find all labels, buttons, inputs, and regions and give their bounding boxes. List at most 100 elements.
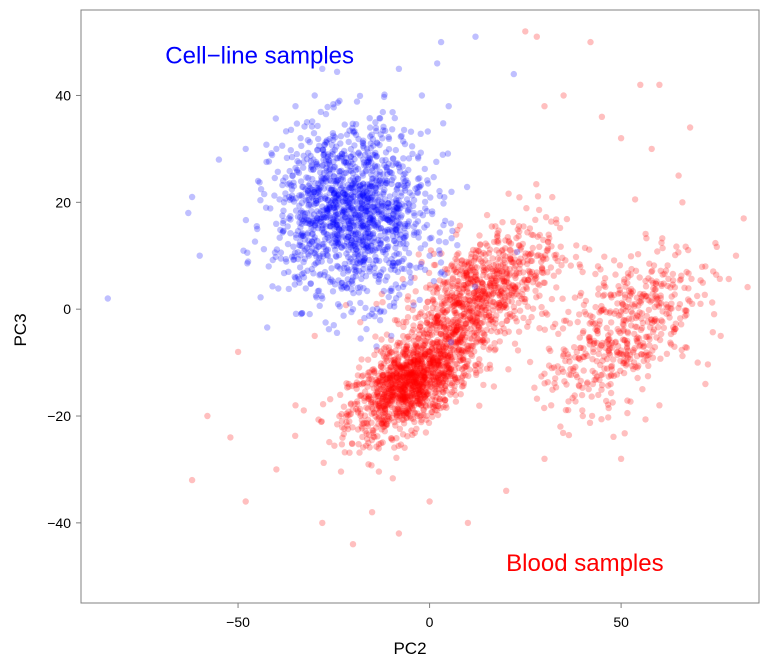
scatter-point: [672, 251, 679, 259]
scatter-point: [447, 351, 454, 358]
scatter-point: [396, 392, 404, 399]
scatter-point: [576, 344, 584, 351]
scatter-point: [351, 177, 358, 185]
scatter-point: [410, 362, 418, 369]
scatter-point: [481, 257, 489, 264]
scatter-point: [386, 193, 394, 200]
scatter-point: [404, 373, 411, 380]
scatter-point: [465, 347, 472, 355]
scatter-point: [542, 214, 550, 221]
scatter-point: [400, 349, 407, 357]
scatter-point: [631, 345, 638, 352]
scatter-point: [405, 371, 413, 379]
scatter-point: [412, 376, 419, 383]
scatter-point: [547, 264, 555, 271]
scatter-point: [320, 253, 327, 260]
scatter-point: [474, 295, 482, 303]
scatter-point: [487, 298, 494, 305]
scatter-point: [395, 202, 403, 209]
scatter-point: [581, 308, 588, 315]
scatter-point: [432, 402, 439, 410]
scatter-point: [597, 342, 605, 349]
scatter-point: [376, 399, 383, 406]
scatter-point: [479, 288, 486, 295]
scatter-point: [357, 335, 364, 342]
scatter-point: [501, 303, 508, 310]
scatter-point: [418, 418, 425, 426]
scatter-point: [592, 320, 599, 327]
scatter-point: [433, 319, 441, 326]
scatter-point: [612, 271, 619, 278]
scatter-point: [412, 364, 419, 371]
scatter-point: [740, 215, 747, 222]
scatter-point: [465, 289, 473, 297]
scatter-point: [620, 357, 627, 365]
scatter-point: [377, 440, 385, 447]
scatter-point: [495, 263, 502, 270]
scatter-point: [405, 406, 412, 414]
scatter-point: [451, 298, 459, 305]
scatter-point: [389, 397, 396, 404]
scatter-point: [392, 377, 399, 384]
scatter-point: [675, 304, 682, 312]
scatter-point: [388, 180, 395, 188]
scatter-point: [389, 372, 396, 379]
scatter-point: [426, 362, 434, 369]
scatter-point: [385, 133, 392, 141]
scatter-point: [392, 347, 399, 354]
scatter-point: [587, 312, 594, 319]
scatter-point: [667, 339, 674, 346]
scatter-point: [621, 336, 628, 344]
scatter-point: [599, 371, 606, 378]
scatter-point: [351, 253, 358, 260]
scatter-point: [305, 182, 312, 190]
scatter-point: [376, 402, 383, 410]
scatter-point: [372, 399, 379, 406]
scatter-point: [339, 434, 346, 441]
scatter-point: [478, 251, 485, 258]
scatter-point: [394, 413, 401, 420]
scatter-point: [375, 383, 382, 390]
scatter-point: [394, 392, 401, 400]
scatter-point: [456, 285, 463, 293]
scatter-point: [302, 186, 309, 193]
scatter-point: [423, 370, 430, 377]
scatter-point: [303, 155, 311, 163]
scatter-point: [428, 322, 435, 329]
scatter-point: [397, 387, 404, 394]
scatter-point: [467, 325, 474, 333]
scatter-point: [464, 324, 471, 331]
scatter-point: [408, 368, 415, 375]
scatter-point: [355, 253, 362, 260]
scatter-point: [419, 368, 427, 375]
scatter-point: [386, 352, 393, 359]
scatter-point: [442, 382, 449, 390]
scatter-point: [473, 264, 481, 271]
scatter-point: [372, 413, 379, 420]
scatter-point: [677, 276, 685, 283]
scatter-point: [408, 384, 415, 391]
scatter-point: [386, 347, 393, 354]
scatter-point: [423, 376, 430, 383]
scatter-point: [500, 251, 507, 258]
scatter-point: [474, 335, 481, 342]
scatter-point: [338, 410, 345, 418]
scatter-point: [443, 340, 451, 347]
scatter-point: [359, 190, 367, 197]
scatter-point: [445, 335, 452, 342]
scatter-point: [486, 282, 493, 289]
scatter-point: [326, 257, 334, 264]
scatter-point: [579, 329, 587, 337]
scatter-point: [368, 376, 376, 383]
scatter-point: [562, 347, 569, 354]
scatter-point: [514, 287, 521, 295]
scatter-point: [520, 314, 527, 322]
scatter-point: [508, 298, 515, 305]
scatter-point: [328, 177, 335, 185]
scatter-point: [402, 361, 409, 368]
scatter-point: [510, 259, 517, 266]
scatter-point: [273, 466, 280, 473]
scatter-point: [455, 364, 463, 372]
scatter-point: [407, 359, 415, 367]
scatter-point: [396, 383, 403, 390]
